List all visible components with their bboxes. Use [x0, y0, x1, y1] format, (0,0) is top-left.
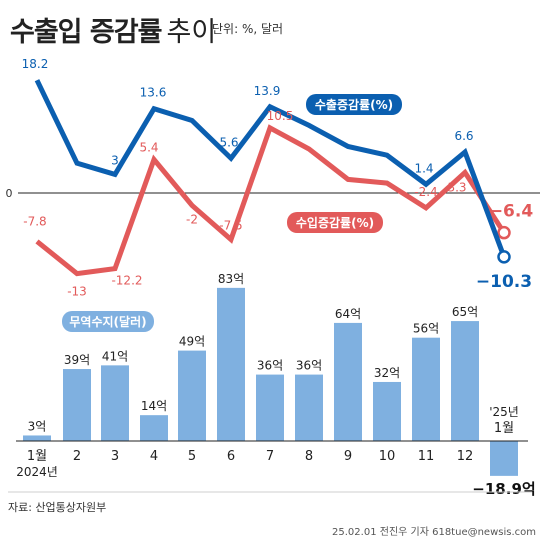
export-growth-endpoint — [497, 250, 511, 264]
export-value-label: 13.9 — [254, 84, 281, 98]
unit-label: 단위: %, 달러 — [212, 22, 284, 36]
trade-balance-value-label: 36억 — [257, 359, 283, 373]
export-value-label: 1.4 — [414, 161, 433, 175]
x-tick-label: 5 — [188, 449, 196, 464]
import-growth-badge — [287, 212, 383, 233]
trade-balance-bar — [490, 441, 518, 476]
chart-title: 수출입 증감률 — [10, 17, 162, 48]
import-value-label: -2.4 — [414, 185, 437, 199]
trade-balance-bar — [63, 369, 91, 441]
source-label: 자료: 산업통상자원부 — [8, 501, 107, 514]
export-value-label: 5.6 — [219, 135, 238, 149]
export-value-label: 13.6 — [140, 86, 167, 100]
x-tick-label: 4 — [150, 449, 158, 464]
import-value-label: -7.5 — [219, 219, 242, 233]
x-tick-label: 7 — [266, 449, 274, 464]
trade-balance-value-label: 65억 — [452, 305, 478, 319]
trade-balance-value-label: 3억 — [28, 419, 47, 433]
trade-balance-bar — [256, 374, 284, 441]
trade-balance-bar — [217, 287, 245, 441]
x-tick-label: 6 — [227, 449, 235, 464]
export-growth-badge-label: 수출증감률(%) — [315, 97, 393, 112]
export-growth-line — [34, 79, 507, 258]
x-tick-label: 2 — [73, 449, 81, 464]
trade-balance-badge — [62, 311, 154, 332]
trade-balance-value-label: 39억 — [64, 353, 90, 367]
x-tick-label: 3 — [111, 449, 119, 464]
zero-label: 0 — [6, 187, 13, 200]
trade-balance-bar — [373, 381, 401, 441]
trade-balance-bar — [178, 350, 206, 441]
trade-balance-bar — [334, 322, 362, 441]
x-tick-label: '25년 — [489, 405, 519, 419]
x-tick-label: 1월 — [27, 449, 47, 464]
trade-balance-bar — [140, 415, 168, 441]
trade-balance-value-label: 56억 — [413, 322, 439, 336]
trade-balance-value-label: 41억 — [102, 349, 128, 363]
trade-balance-value-label: 32억 — [374, 366, 400, 380]
trade-balance-bar — [412, 337, 440, 441]
trade-balance-value-label: 64억 — [335, 307, 361, 321]
trade-balance-bar — [295, 374, 323, 441]
x-tick-label: 10 — [379, 449, 396, 464]
import-value-label: 10.5 — [267, 109, 294, 123]
import-value-label: −6.4 — [489, 202, 534, 222]
import-value-label: 3.3 — [447, 181, 466, 195]
export-value-label: 3 — [111, 153, 119, 167]
export-value-label: −10.3 — [476, 272, 532, 292]
chart-title-block: 수출입 증감률 추이 — [10, 10, 216, 49]
x-tick-label: 11 — [418, 449, 435, 464]
import-growth-badge-label: 수입증감률(%) — [296, 215, 374, 230]
trade-balance-bar — [101, 365, 129, 441]
credit-label: 25.02.01 전진우 기자 618tue@newsis.com — [332, 527, 536, 538]
chart-title-suffix: 추이 — [166, 17, 217, 48]
trade-balance-value-label: 49억 — [179, 335, 205, 349]
trade-balance-value-label: −18.9억 — [472, 480, 535, 498]
import-value-label: -2 — [186, 212, 198, 226]
trade-balance-bar — [451, 321, 479, 441]
export-value-label: 6.6 — [454, 129, 473, 143]
trade-balance-bar — [23, 435, 51, 441]
import-value-label: 5.4 — [139, 141, 158, 155]
import-growth-line — [35, 124, 507, 277]
export-growth-badge — [306, 94, 402, 115]
trade-balance-badge-label: 무역수지(달러) — [69, 314, 146, 329]
x-tick-label: 8 — [305, 449, 313, 464]
export-value-label: 18.2 — [22, 57, 49, 71]
x-tick-label: 9 — [344, 449, 352, 464]
x-tick-label: 12 — [457, 449, 474, 464]
import-growth-endpoint — [497, 225, 511, 240]
x-tick-year-label: 2024년 — [16, 465, 58, 479]
import-value-label: -13 — [67, 285, 87, 299]
import-value-label: -7.8 — [23, 214, 46, 228]
x-tick-label: 1월 — [494, 421, 514, 436]
trade-balance-value-label: 83억 — [218, 272, 244, 286]
import-value-label: -12.2 — [111, 274, 142, 288]
trade-balance-value-label: 14억 — [141, 399, 167, 413]
trade-balance-value-label: 36억 — [296, 359, 322, 373]
